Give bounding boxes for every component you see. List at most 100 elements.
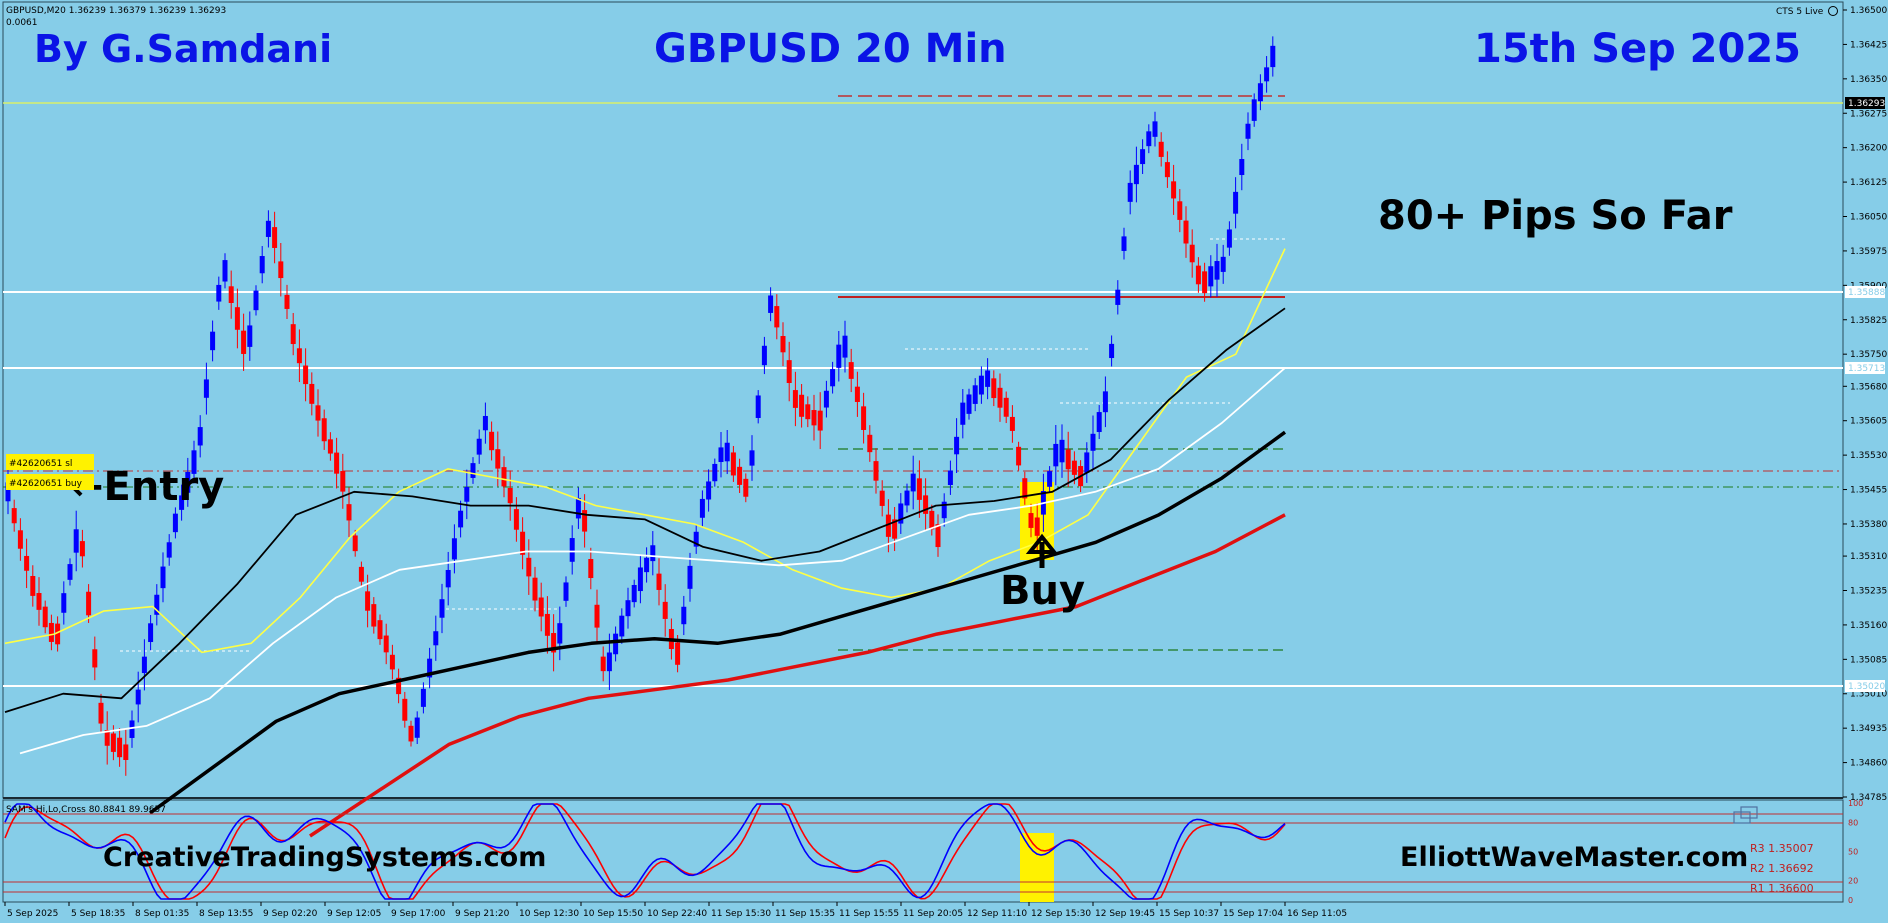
candle-body: [563, 582, 569, 601]
chart-title: GBPUSD 20 Min: [654, 26, 1007, 72]
candle-body: [1059, 439, 1065, 463]
candle-body: [216, 284, 222, 302]
broker-label[interactable]: CTS 5 Live: [1776, 7, 1824, 17]
candle-body: [811, 410, 817, 426]
candle-body: [1189, 244, 1195, 263]
candle-body: [383, 635, 389, 653]
candle-body: [278, 261, 284, 279]
candle-body: [786, 360, 792, 384]
candle-body: [104, 730, 110, 746]
candle-body: [327, 439, 333, 454]
chart-date: 15th Sep 2025: [1474, 26, 1801, 72]
smiley-icon[interactable]: [1828, 6, 1838, 16]
candle-body: [79, 541, 85, 557]
candle-body: [458, 510, 464, 528]
price-tick-label: 1.35680: [1850, 382, 1887, 392]
price-tick-label: 1.34935: [1850, 724, 1887, 734]
time-tick-label: 10 Sep 12:30: [519, 909, 579, 919]
candle-body: [445, 569, 451, 588]
osc-tick-label: 100: [1848, 799, 1863, 808]
candle-body: [854, 386, 860, 402]
candle-body: [11, 508, 17, 524]
candle-body: [67, 564, 73, 580]
candle-body: [898, 503, 904, 524]
candle-body: [1251, 99, 1257, 121]
order-buy-tag[interactable]: [6, 474, 94, 490]
candle-body: [1096, 412, 1102, 433]
price-tick-label: 1.35310: [1850, 552, 1887, 562]
candle-body: [923, 495, 929, 514]
candle-body: [191, 450, 197, 474]
time-tick-label: 15 Sep 10:37: [1159, 909, 1219, 919]
candle-body: [315, 405, 321, 421]
candle-body: [842, 335, 848, 358]
candle-body: [1028, 513, 1034, 528]
candle-body: [86, 591, 92, 616]
candle-body: [55, 623, 61, 645]
website-right: ElliottWaveMaster.com: [1400, 842, 1748, 873]
pivot-r2-label: R2 1.36692: [1750, 862, 1814, 875]
indicator-label: SAM's Hi,Lo,Cross 80.8841 89.9657: [6, 805, 166, 815]
price-tick-label: 1.36350: [1850, 75, 1887, 85]
candle-body: [296, 348, 302, 364]
candle-body: [662, 601, 668, 619]
pips-label: 80+ Pips So Far: [1378, 193, 1733, 239]
candle-body: [1140, 149, 1146, 165]
time-tick-label: 10 Sep 22:40: [647, 909, 707, 919]
candle-body: [637, 567, 643, 592]
candle-body: [805, 404, 811, 420]
candle-body: [371, 604, 377, 627]
author-label: By G.Samdani: [34, 27, 332, 71]
candle-body: [941, 501, 947, 519]
candle-body: [1133, 164, 1139, 185]
website-left: CreativeTradingSystems.com: [103, 842, 546, 873]
oscillator-highlight: [1020, 833, 1054, 902]
candle-body: [5, 482, 11, 502]
candle-body: [892, 519, 898, 539]
candle-body: [92, 649, 98, 668]
candle-body: [172, 513, 178, 533]
candle-body: [817, 410, 823, 431]
candle-body: [141, 656, 147, 674]
candle-body: [36, 593, 42, 610]
candle-body: [1202, 271, 1208, 294]
candle-body: [1214, 261, 1220, 280]
candle-body: [396, 677, 402, 695]
candle-body: [501, 467, 507, 487]
order-sl-tag[interactable]: [6, 454, 94, 470]
candle-body: [935, 524, 941, 548]
candle-body: [997, 387, 1003, 408]
candle-body: [699, 498, 705, 518]
candle-body: [129, 720, 135, 738]
candle-body: [823, 390, 829, 408]
pivot-icon: [1733, 806, 1758, 824]
candle-body: [439, 599, 445, 618]
candle-body: [222, 260, 228, 282]
order-buy-label: #42620651 buy: [9, 479, 83, 489]
price-tick-label: 1.36500: [1850, 6, 1887, 16]
order-sl-label: #42620651 sl: [9, 459, 72, 469]
oscillator-blue-line: [4, 803, 1286, 900]
price-tick-label: 1.36125: [1850, 178, 1887, 188]
candle-body: [179, 495, 185, 510]
candle-body: [526, 557, 532, 577]
candle-body: [135, 689, 141, 705]
candle-body: [185, 471, 191, 493]
candle-body: [265, 220, 271, 237]
candle-body: [960, 402, 966, 425]
ma-black-thin-line: [4, 307, 1286, 713]
level-tag-2: [1845, 362, 1885, 374]
candle-body: [42, 606, 48, 628]
candle-body: [532, 577, 538, 601]
ma-yellow-line: [4, 248, 1286, 654]
time-tick-label: 9 Sep 02:20: [263, 909, 318, 919]
candle-body: [476, 438, 482, 455]
candle-body: [346, 504, 352, 521]
time-tick-label: 5 Sep 18:35: [71, 909, 125, 919]
candle-body: [1053, 443, 1059, 467]
candle-body: [712, 463, 718, 482]
level-label-2: 1.35713: [1848, 364, 1885, 374]
price-tick-label: 1.34860: [1850, 759, 1887, 769]
price-tick-label: 1.35750: [1850, 350, 1887, 360]
